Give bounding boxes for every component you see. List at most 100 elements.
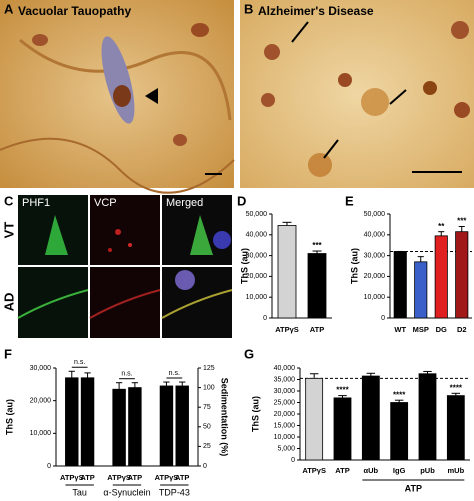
bar <box>414 261 428 319</box>
significance: ** <box>438 222 445 231</box>
panel-label: F <box>4 346 12 361</box>
bar <box>393 251 407 319</box>
y-tick-label: 50,000 <box>364 211 386 218</box>
x-tick-label: αUb <box>364 466 379 475</box>
significance: *** <box>312 241 322 250</box>
y-tick-label: 25,000 <box>274 399 296 406</box>
bar <box>80 377 95 467</box>
bar <box>333 397 352 461</box>
x-tick-label: ATPγS <box>107 473 131 482</box>
y-tick-label: 30,000 <box>30 365 52 372</box>
x-tick-label: ATP <box>128 473 142 482</box>
column-label: VCP <box>94 197 117 209</box>
y2-tick-label: 75 <box>203 404 211 411</box>
bar <box>446 395 465 461</box>
panel-label: D <box>237 193 246 208</box>
y-tick-label: 15,000 <box>274 422 296 429</box>
group-label: α-Synuclein <box>103 487 150 497</box>
bar <box>128 387 142 467</box>
y-tick-label: 20,000 <box>364 273 386 280</box>
group-label: ATP <box>405 483 422 493</box>
y-tick-label: 35,000 <box>274 376 296 383</box>
bar <box>307 253 327 319</box>
x-tick-label: ATP <box>80 473 94 482</box>
y2-tick-label: 100 <box>203 384 215 391</box>
y-axis-label: ThS (au) <box>239 248 249 284</box>
row-label: VT <box>1 222 16 239</box>
significance: n.s. <box>121 371 132 378</box>
x-tick-label: IgG <box>393 466 406 475</box>
bar <box>65 377 79 467</box>
y2-tick-label: 50 <box>203 424 211 431</box>
y-tick-label: 20,000 <box>30 398 52 405</box>
y-tick-label: 20,000 <box>274 411 296 418</box>
bar <box>434 235 448 319</box>
bar <box>361 375 380 461</box>
x-tick-label: ATP <box>175 473 189 482</box>
y-tick-label: 30,000 <box>364 252 386 259</box>
bar <box>418 373 437 461</box>
bar <box>175 385 189 467</box>
y2-tick-label: 125 <box>203 365 215 372</box>
y-tick-label: 0 <box>291 457 295 464</box>
x-tick-label: ATP <box>335 466 349 475</box>
y-axis-label: ThS (au) <box>349 248 359 284</box>
y2-tick-label: 0 <box>203 463 207 470</box>
y-tick-label: 10,000 <box>364 294 386 301</box>
panel-label: A <box>4 1 14 16</box>
y-axis-label: ThS (au) <box>4 399 14 435</box>
x-tick-label: MSP <box>413 325 429 334</box>
bar <box>305 377 324 461</box>
panel-title: Vacuolar Tauopathy <box>18 4 131 18</box>
y2-axis-label: Sedimentation (%) <box>220 378 230 457</box>
x-tick-label: ATPγS <box>60 473 84 482</box>
significance: **** <box>393 390 406 399</box>
y-tick-label: 10,000 <box>246 294 268 301</box>
panel-title: Alzheimer's Disease <box>258 4 374 18</box>
panel-label: G <box>244 346 254 361</box>
x-tick-label: WT <box>394 325 406 334</box>
panel-label: E <box>345 193 354 208</box>
y-tick-label: 20,000 <box>246 273 268 280</box>
y-axis-label: ThS (au) <box>250 396 260 432</box>
y-tick-label: 10,000 <box>30 430 52 437</box>
bar <box>390 402 409 461</box>
significance: **** <box>450 383 463 392</box>
x-tick-label: ATPγS <box>275 325 299 334</box>
x-tick-label: mUb <box>447 466 464 475</box>
bar <box>112 388 126 467</box>
column-label: PHF1 <box>22 197 50 209</box>
x-tick-label: ATPγS <box>302 466 326 475</box>
significance: **** <box>336 386 349 395</box>
x-tick-label: ATP <box>310 325 324 334</box>
y-tick-label: 0 <box>47 463 51 470</box>
micrograph-a <box>0 0 235 194</box>
y-tick-label: 5,000 <box>277 445 295 452</box>
column-label: Merged <box>166 197 203 209</box>
y-tick-label: 10,000 <box>274 434 296 441</box>
y-tick-label: 30,000 <box>274 388 296 395</box>
micrograph-b <box>240 0 474 188</box>
bar <box>277 225 297 319</box>
bar <box>455 231 469 319</box>
x-tick-label: D2 <box>457 325 467 334</box>
y-tick-label: 40,000 <box>246 232 268 239</box>
y2-tick-label: 25 <box>203 443 211 450</box>
significance: *** <box>457 217 467 226</box>
group-label: Tau <box>72 487 87 497</box>
panel-label: B <box>244 1 253 16</box>
group-label: TDP-43 <box>159 487 190 497</box>
x-tick-label: DG <box>436 325 447 334</box>
y-tick-label: 40,000 <box>364 232 386 239</box>
significance: n.s. <box>169 370 180 377</box>
bar <box>159 385 174 467</box>
x-tick-label: pUb <box>420 466 435 475</box>
micrograph-c <box>17 195 233 338</box>
panel-label: C <box>4 193 14 208</box>
y-tick-label: 40,000 <box>274 365 296 372</box>
y-tick-label: 0 <box>263 315 267 322</box>
y-tick-label: 0 <box>381 315 385 322</box>
significance: n.s. <box>74 359 85 366</box>
